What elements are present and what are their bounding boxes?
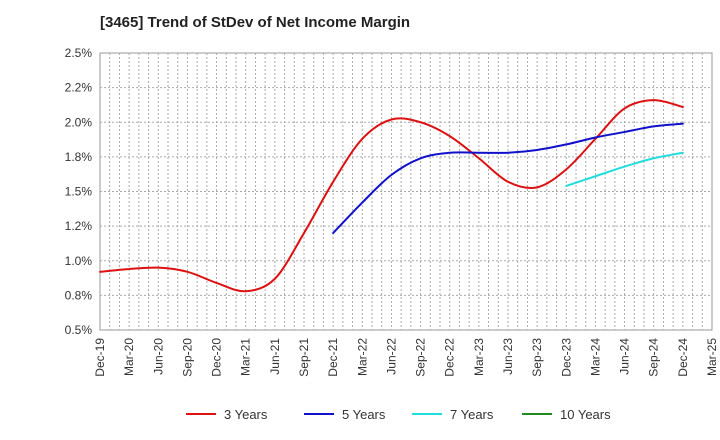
y-axis: 0.5% 0.8% 1.0% 1.2% 1.5% 1.8% 2.0% 2.2% 2.5% [65, 46, 93, 337]
x-tick-label: Sep-23 [530, 338, 544, 377]
y-tick-label: 2.5% [65, 46, 93, 60]
y-tick-label: 2.0% [65, 115, 93, 129]
x-axis: Dec-19 Mar-20 Jun-20 Sep-20 Dec-20 Mar-21 Jun-… [93, 338, 719, 377]
legend-label: 5 Years [342, 407, 386, 422]
y-tick-label: 0.5% [65, 323, 93, 337]
y-tick-label: 1.2% [65, 219, 93, 233]
x-tick-label: Dec-20 [210, 338, 224, 377]
x-tick-label: Mar-25 [705, 338, 719, 376]
y-tick-label: 1.8% [65, 150, 93, 164]
y-tick-label: 1.0% [65, 254, 93, 268]
series-line-5-years [332, 122, 684, 235]
x-tick-label: Dec-19 [93, 338, 107, 377]
x-tick-label: Mar-21 [239, 338, 253, 376]
x-tick-label: Dec-21 [326, 338, 340, 377]
x-tick-label: Jun-20 [151, 338, 165, 375]
x-tick-label: Dec-23 [559, 338, 573, 377]
y-tick-label: 0.8% [65, 288, 93, 302]
x-tick-label: Sep-22 [414, 338, 428, 377]
chart-title: [3465] Trend of StDev of Net Income Marg… [100, 14, 411, 31]
y-tick-label: 2.2% [65, 81, 93, 95]
x-tick-label: Sep-20 [180, 338, 194, 377]
x-tick-label: Sep-24 [647, 338, 661, 377]
x-tick-label: Mar-22 [355, 338, 369, 376]
x-tick-label: Sep-21 [297, 338, 311, 377]
legend-label: 3 Years [224, 407, 268, 422]
x-tick-label: Dec-24 [676, 338, 690, 377]
x-tick-label: Mar-23 [472, 338, 486, 376]
x-tick-label: Mar-20 [122, 338, 136, 376]
x-tick-label: Mar-24 [588, 338, 602, 376]
x-tick-label: Jun-21 [268, 338, 282, 375]
series-line-7-years [565, 151, 684, 187]
x-tick-label: Jun-24 [618, 338, 632, 375]
series-lines [99, 99, 684, 293]
x-tick-label: Jun-22 [384, 338, 398, 375]
legend-label: 10 Years [560, 407, 611, 422]
series-line-3-years [99, 99, 684, 293]
legend: 3 Years 5 Years 7 Years 10 Years [186, 407, 611, 422]
y-tick-label: 1.5% [65, 185, 93, 199]
x-tick-label: Jun-23 [501, 338, 515, 375]
legend-label: 7 Years [450, 407, 494, 422]
x-tick-label: Dec-22 [443, 338, 457, 377]
